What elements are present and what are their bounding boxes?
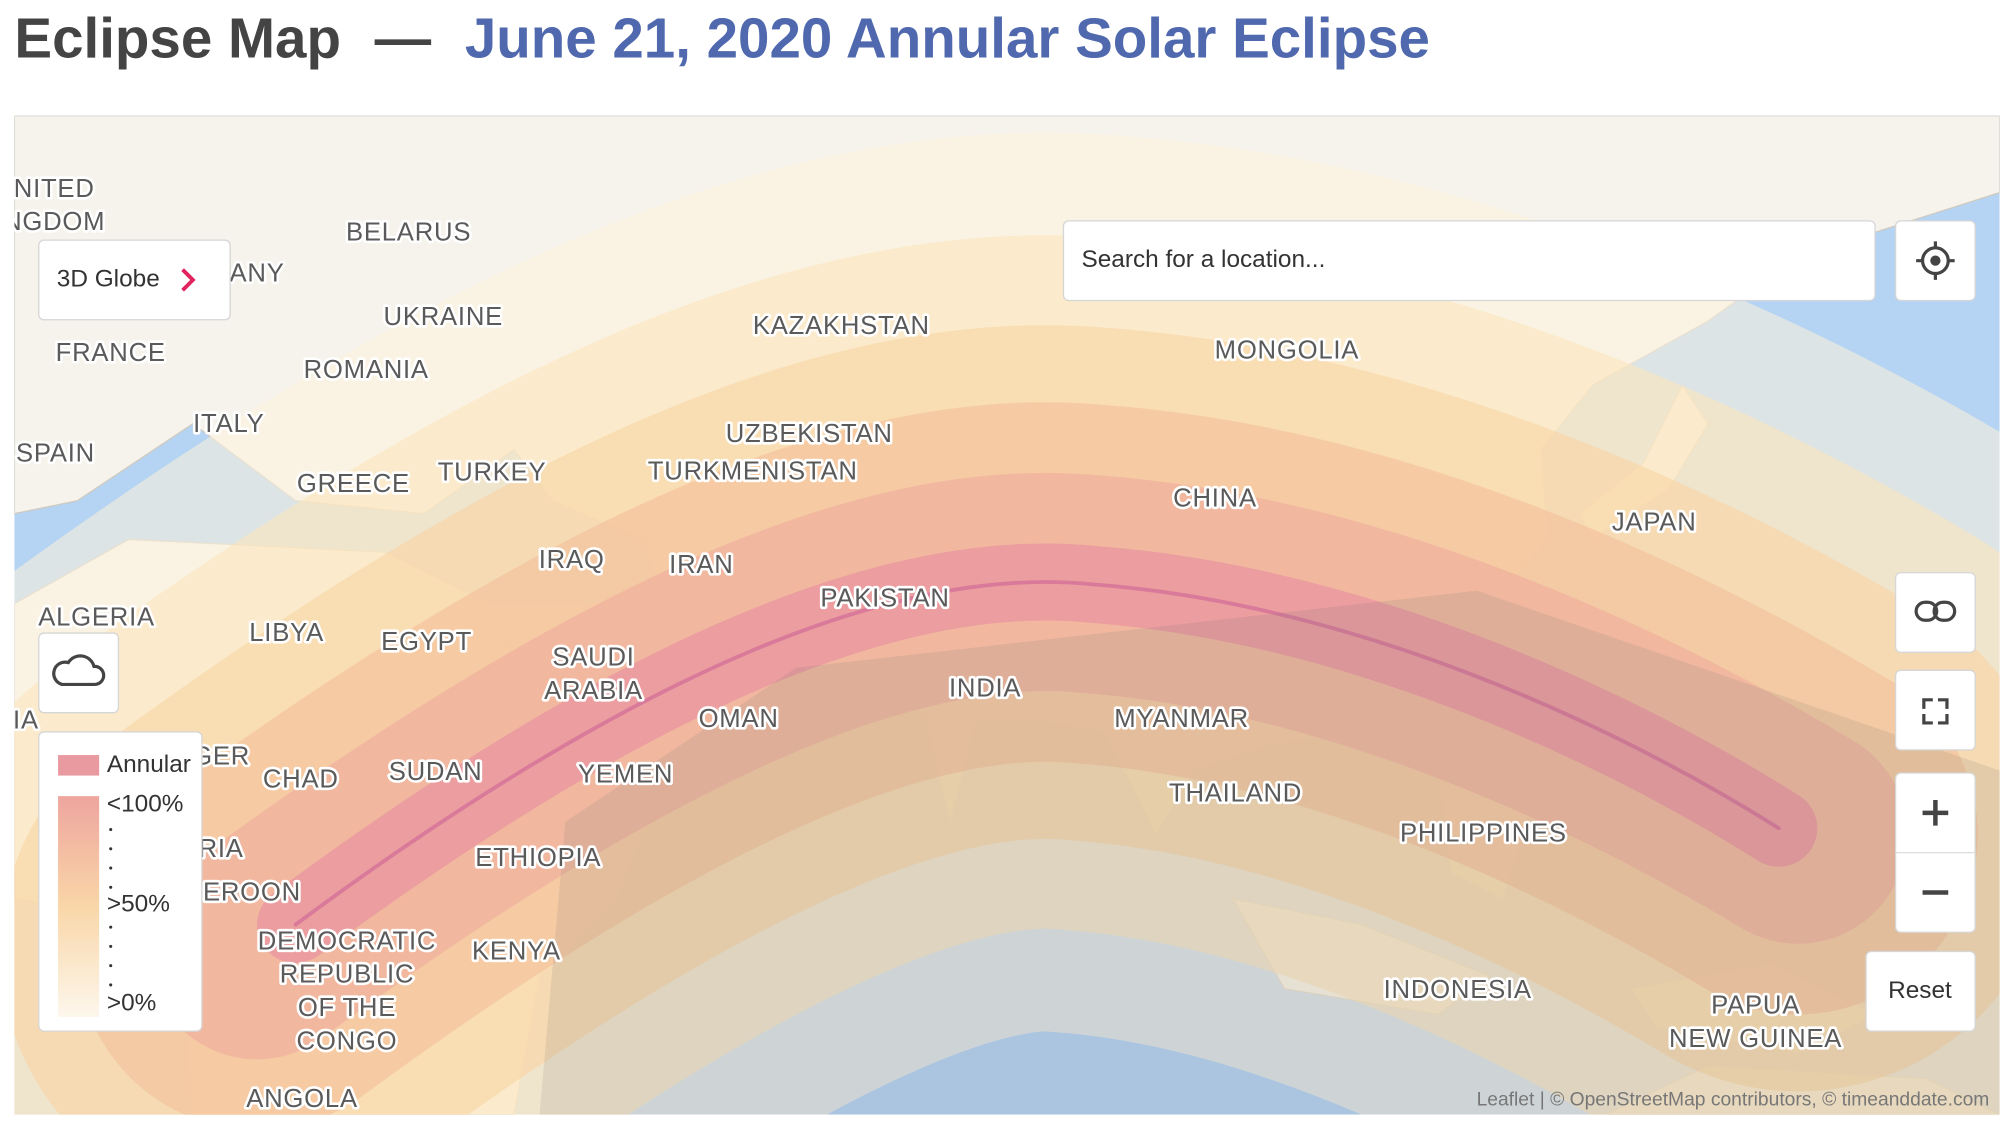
- legend-low: >0%: [107, 990, 156, 1017]
- eclipse-path: [14, 132, 2000, 1115]
- country-label: JAPAN: [1612, 509, 1697, 537]
- fullscreen-button[interactable]: [1894, 669, 1976, 751]
- country-label: ROMANIA: [304, 356, 429, 384]
- country-label: SUDAN: [389, 758, 483, 786]
- legend: Annular <100% >50% >0%: [38, 731, 203, 1032]
- country-label: EROON: [203, 879, 301, 907]
- country-label: EGYPT: [381, 628, 472, 656]
- country-label: ALGERIA: [38, 604, 155, 632]
- globe-button[interactable]: 3D Globe: [38, 239, 231, 321]
- country-label: KAZAKHSTAN: [753, 312, 930, 340]
- country-label: THAILAND: [1169, 780, 1302, 808]
- country-label: CONGO: [297, 1027, 398, 1055]
- country-labels: NITED NGDOM ANY BELARUS UKRAINE FRANCE ROMANIA…: [3, 172, 1844, 1114]
- attribution: Leaflet | © OpenStreetMap contributors, …: [1477, 1090, 1990, 1111]
- country-label: LIBYA: [249, 619, 324, 647]
- country-label: SPAIN: [16, 439, 95, 467]
- country-label: CHAD: [263, 766, 339, 794]
- legend-mid: >50%: [107, 891, 170, 918]
- country-label: ANY: [230, 260, 285, 288]
- legend-high: <100%: [107, 791, 184, 818]
- country-label: IA: [13, 706, 39, 734]
- locate-button[interactable]: [1894, 220, 1976, 302]
- country-label: INDONESIA: [1384, 976, 1532, 1004]
- country-label: PAKISTAN: [820, 584, 949, 612]
- country-label: OMAN: [699, 705, 779, 733]
- country-label: TURKEY: [438, 459, 547, 487]
- title-separator: —: [375, 6, 432, 69]
- country-label: UKRAINE: [384, 303, 504, 331]
- country-label: RIA: [199, 835, 244, 863]
- country-label: NITED: [14, 175, 95, 203]
- country-label: IRAQ: [539, 546, 605, 574]
- country-label: GREECE: [297, 470, 410, 498]
- reset-label: Reset: [1888, 977, 1952, 1004]
- country-label: FRANCE: [56, 339, 166, 367]
- search-box[interactable]: Search for a location...: [1062, 220, 1876, 302]
- country-label: NEW GUINEA: [1669, 1025, 1842, 1053]
- map[interactable]: NITED NGDOM ANY BELARUS UKRAINE FRANCE ROMANIA…: [3, 115, 2000, 1115]
- country-label: KENYA: [472, 938, 561, 966]
- obscuration-scale: [58, 796, 100, 1017]
- country-label: BELARUS: [346, 218, 471, 246]
- country-label: ETHIOPIA: [475, 844, 601, 872]
- country-label: NGDOM: [3, 208, 105, 236]
- country-label: MONGOLIA: [1215, 337, 1360, 365]
- country-label: MYANMAR: [1114, 705, 1249, 733]
- country-label: PAPUA: [1711, 992, 1800, 1020]
- country-label: INDIA: [949, 674, 1021, 702]
- globe-label: 3D Globe: [57, 265, 160, 292]
- link-button[interactable]: [1894, 572, 1976, 653]
- reset-button[interactable]: Reset: [1865, 950, 1976, 1032]
- country-label: SAUDI: [552, 644, 634, 672]
- search-placeholder: Search for a location...: [1081, 246, 1325, 273]
- country-label: ITALY: [193, 410, 264, 438]
- country-label: CHINA: [1173, 484, 1257, 512]
- country-label: YEMEN: [578, 760, 673, 788]
- country-label: OF THE: [298, 994, 396, 1022]
- country-label: PHILIPPINES: [1400, 819, 1567, 847]
- legend-annular: Annular: [107, 751, 191, 778]
- country-label: ANGOLA: [246, 1085, 358, 1113]
- country-label: IRAN: [669, 551, 733, 579]
- annular-swatch: [58, 755, 100, 776]
- country-label: DEMOCRATIC: [258, 927, 436, 955]
- night-shade: [539, 590, 2000, 1115]
- zoom-control[interactable]: [1894, 772, 1976, 933]
- country-label: TURKMENISTAN: [648, 457, 858, 485]
- cloud-button[interactable]: [38, 632, 120, 714]
- country-label: ARABIA: [544, 677, 643, 705]
- zoom-in[interactable]: [1922, 799, 1949, 826]
- country-label: UZBEKISTAN: [726, 420, 893, 448]
- chevron-icon: [181, 268, 196, 292]
- page-title: Eclipse Map — June 21, 2020 Annular Sola…: [14, 6, 1430, 69]
- title: Eclipse Map: [14, 6, 341, 69]
- eclipse-name: June 21, 2020 Annular Solar Eclipse: [465, 6, 1430, 69]
- country-label: REPUBLIC: [280, 961, 415, 989]
